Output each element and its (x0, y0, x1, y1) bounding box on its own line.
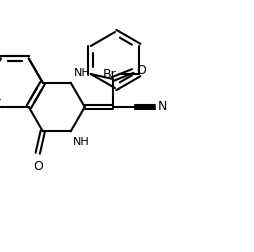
Text: O: O (136, 65, 146, 78)
Text: NH: NH (73, 137, 89, 147)
Text: N: N (158, 101, 167, 113)
Text: Br: Br (103, 68, 116, 80)
Text: O: O (33, 160, 43, 173)
Text: NH: NH (74, 68, 90, 78)
